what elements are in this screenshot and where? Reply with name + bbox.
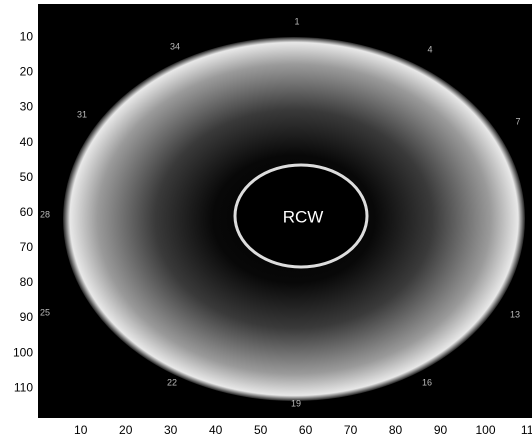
rim-annotation: 34: [170, 41, 180, 51]
rim-annotation: 19: [291, 398, 301, 408]
rim-annotation: 1: [294, 16, 299, 26]
x-tick-label: 50: [254, 423, 268, 437]
x-tick-label: 110: [521, 423, 532, 437]
x-tick-label: 70: [344, 423, 358, 437]
rim-annotation: 16: [422, 377, 432, 387]
rim-annotation: 13: [510, 309, 520, 319]
rim-annotation: 4: [427, 44, 432, 54]
rim-annotation: 25: [40, 307, 50, 317]
image: RCW 1 4 7 13 16 19 22 25 28 31 34: [38, 4, 532, 418]
rim-annotation: 7: [515, 116, 520, 126]
inner-ring: [233, 163, 369, 269]
y-tick-label: 50: [20, 170, 34, 184]
x-tick-label: 40: [209, 423, 223, 437]
x-tick-label: 80: [389, 423, 403, 437]
x-tick-label: 100: [476, 423, 496, 437]
x-tick-label: 20: [119, 423, 133, 437]
y-tick-label: 40: [20, 135, 34, 149]
x-tick-label: 90: [434, 423, 448, 437]
y-tick-label: 110: [14, 380, 33, 394]
rim-annotation: 28: [40, 209, 50, 219]
y-tick-label: 30: [20, 100, 34, 114]
center-label: RCW: [283, 207, 324, 226]
y-tick-label: 80: [20, 275, 34, 289]
y-tick-label: 100: [13, 345, 33, 359]
y-tick-label: 20: [20, 65, 34, 79]
x-tick-label: 30: [164, 423, 178, 437]
x-tick-label: 10: [74, 423, 88, 437]
rim-annotation: 31: [77, 109, 87, 119]
rim-annotation: 22: [167, 377, 177, 387]
y-tick-label: 10: [20, 30, 34, 44]
y-tick-label: 70: [20, 240, 34, 254]
y-tick-label: 90: [20, 310, 34, 324]
x-tick-label: 60: [299, 423, 313, 437]
y-tick-label: 60: [20, 205, 34, 219]
